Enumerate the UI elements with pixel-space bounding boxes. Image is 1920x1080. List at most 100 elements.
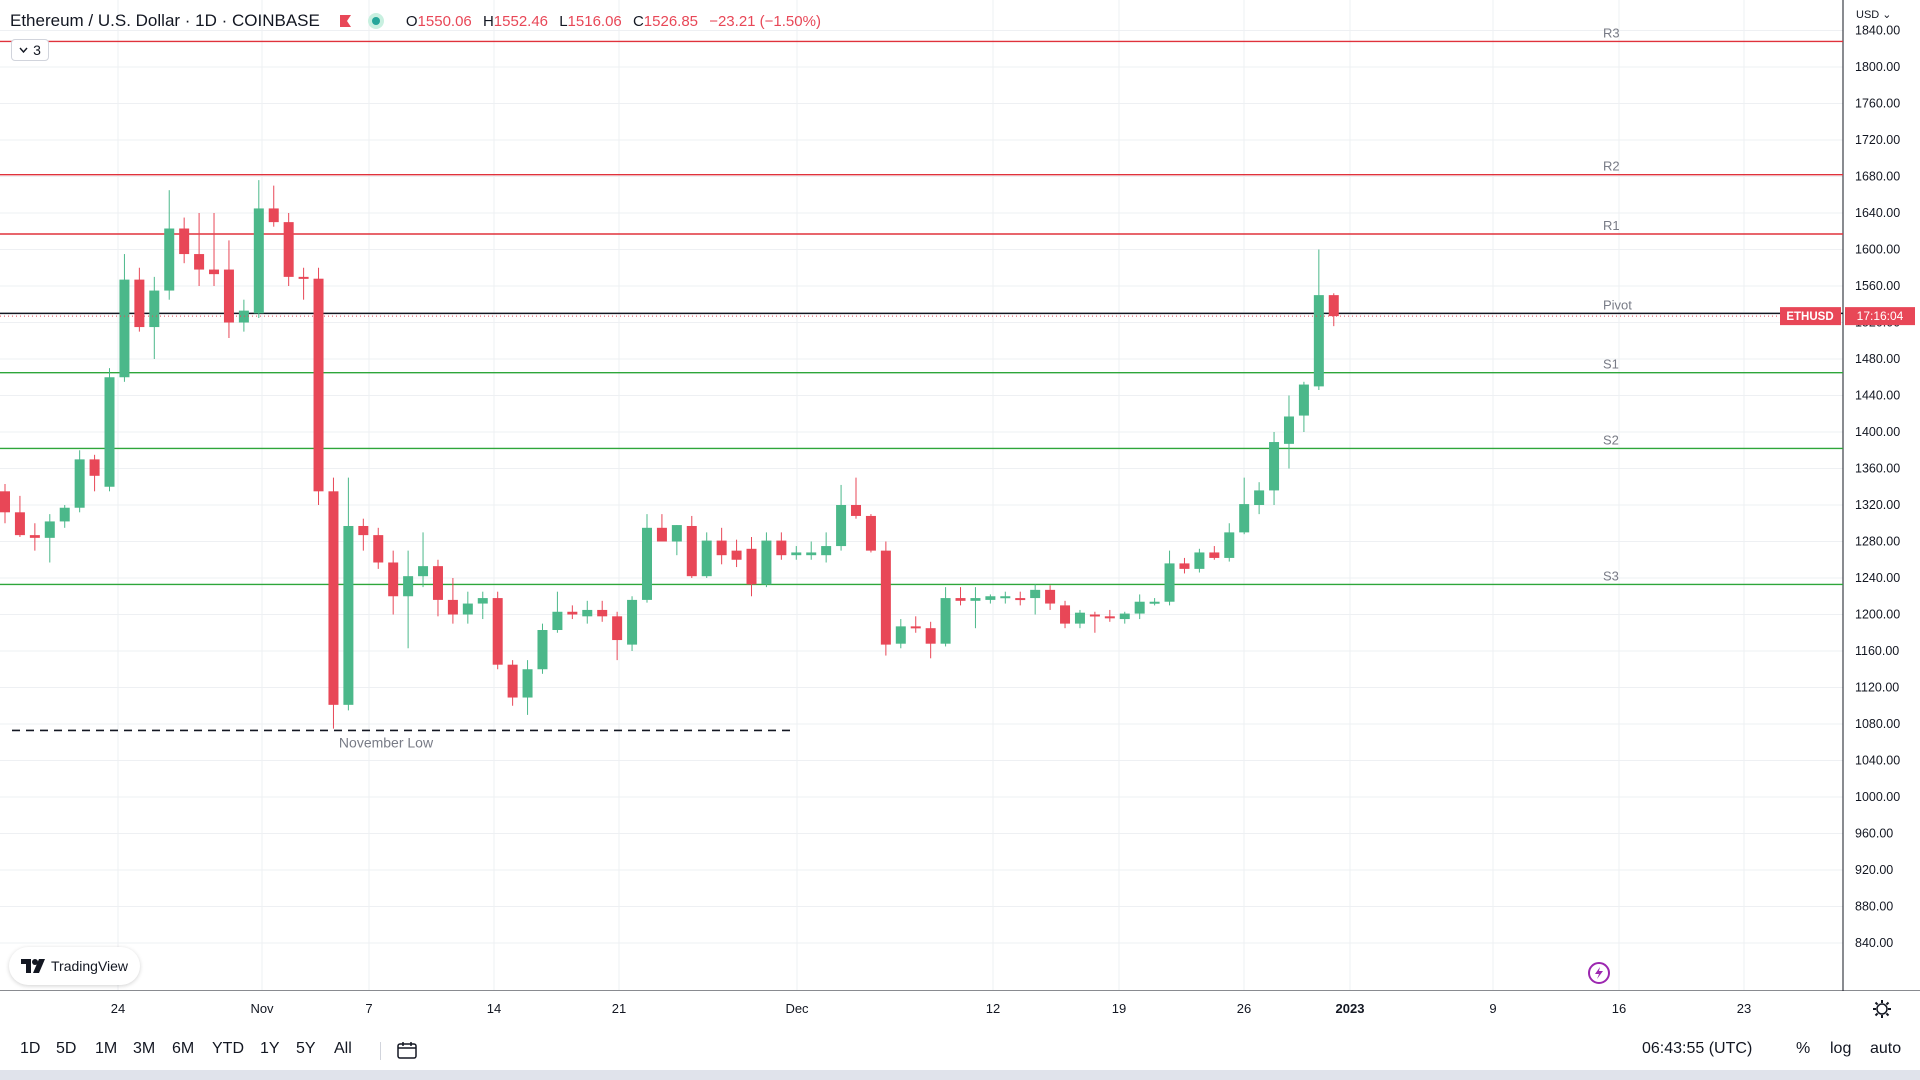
candle[interactable] (761, 532, 772, 588)
candle[interactable] (29, 523, 40, 551)
candle[interactable] (701, 532, 712, 578)
candle[interactable] (432, 559, 443, 617)
candle[interactable] (373, 527, 384, 569)
candle[interactable] (671, 525, 682, 556)
candle[interactable] (1000, 591, 1011, 604)
candle[interactable] (686, 515, 697, 578)
candle[interactable] (328, 477, 339, 729)
range-button-ytd[interactable]: YTD (212, 1040, 244, 1057)
candle[interactable] (1194, 548, 1205, 573)
candle[interactable] (1224, 523, 1235, 562)
candle[interactable] (492, 591, 503, 670)
percent-toggle[interactable]: % (1796, 1040, 1811, 1057)
candle[interactable] (806, 541, 817, 560)
candle[interactable] (955, 587, 966, 606)
candle[interactable] (447, 578, 458, 624)
candle[interactable] (104, 368, 115, 492)
candle[interactable] (1045, 585, 1056, 610)
candle[interactable] (1104, 609, 1115, 622)
range-button-all[interactable]: All (334, 1040, 352, 1057)
candle[interactable] (1298, 381, 1309, 432)
candle[interactable] (283, 213, 294, 286)
auto-toggle[interactable]: auto (1870, 1040, 1902, 1057)
candle[interactable] (656, 514, 667, 542)
candle[interactable] (776, 532, 787, 560)
candle[interactable] (238, 299, 249, 332)
candle[interactable] (1149, 598, 1160, 606)
candle[interactable] (567, 605, 578, 620)
candle[interactable] (507, 660, 518, 706)
candle[interactable] (462, 591, 473, 624)
candle[interactable] (1179, 557, 1190, 574)
candle[interactable] (1328, 293, 1339, 327)
candle[interactable] (74, 450, 85, 513)
candle[interactable] (358, 518, 369, 551)
candle[interactable] (865, 514, 876, 553)
candle[interactable] (925, 621, 936, 659)
candle[interactable] (418, 532, 429, 588)
candle[interactable] (388, 550, 399, 615)
range-button-3m[interactable]: 3M (133, 1040, 156, 1057)
candle[interactable] (1089, 611, 1100, 633)
range-button-1y[interactable]: 1Y (260, 1040, 280, 1057)
range-button-5d[interactable]: 5D (56, 1040, 77, 1057)
calendar-icon[interactable] (397, 1041, 417, 1059)
range-button-1m[interactable]: 1M (95, 1040, 118, 1057)
symbol-title[interactable]: Ethereum / U.S. Dollar · 1D · COINBASE (10, 11, 320, 30)
candle[interactable] (522, 660, 533, 715)
range-button-1d[interactable]: 1D (20, 1040, 41, 1057)
candle[interactable] (821, 532, 832, 563)
candle[interactable] (895, 619, 906, 649)
candle[interactable] (1119, 611, 1130, 624)
candle[interactable] (1239, 477, 1250, 535)
candle[interactable] (940, 587, 951, 647)
candle[interactable] (597, 600, 608, 622)
candle[interactable] (791, 546, 802, 560)
candle[interactable] (119, 254, 130, 382)
candle[interactable] (970, 587, 981, 629)
candle[interactable] (716, 527, 727, 565)
candle[interactable] (149, 276, 160, 359)
candle[interactable] (134, 267, 145, 332)
candle[interactable] (836, 484, 847, 551)
indicators-toggle-button[interactable]: 3 (11, 39, 49, 61)
candle[interactable] (1209, 546, 1220, 560)
candle[interactable] (0, 484, 10, 524)
candle[interactable] (746, 536, 757, 597)
candle[interactable] (209, 213, 220, 286)
gear-icon[interactable] (1872, 999, 1892, 1019)
flag-icon[interactable] (338, 14, 352, 28)
candle[interactable] (1030, 584, 1041, 615)
candle[interactable] (627, 596, 638, 651)
candle[interactable] (14, 495, 25, 537)
candle[interactable] (851, 477, 862, 519)
candle[interactable] (1074, 609, 1085, 629)
candle[interactable] (194, 213, 205, 286)
log-toggle[interactable]: log (1830, 1040, 1852, 1057)
candle[interactable] (1283, 395, 1294, 469)
range-button-6m[interactable]: 6M (172, 1040, 195, 1057)
candle[interactable] (985, 594, 996, 604)
candle[interactable] (44, 514, 55, 563)
lightning-icon[interactable] (1588, 962, 1610, 984)
candle[interactable] (1134, 594, 1145, 620)
candle[interactable] (164, 190, 175, 300)
candle[interactable] (1254, 482, 1265, 515)
candle[interactable] (582, 600, 593, 624)
candle[interactable] (1060, 600, 1071, 629)
tradingview-logo[interactable]: TradingView (9, 947, 141, 985)
candle[interactable] (612, 611, 623, 661)
candle[interactable] (552, 591, 563, 633)
candle[interactable] (1269, 432, 1280, 505)
candle[interactable] (731, 539, 742, 568)
candle[interactable] (253, 180, 264, 318)
utc-clock[interactable]: 06:43:55 (UTC) (1642, 1040, 1753, 1057)
currency-selector[interactable]: USD ⌄ (1856, 8, 1892, 21)
candle[interactable] (641, 514, 652, 603)
candle[interactable] (910, 616, 921, 633)
candle[interactable] (268, 185, 279, 227)
candle[interactable] (313, 267, 324, 505)
candle[interactable] (298, 267, 309, 300)
candle[interactable] (537, 623, 548, 674)
price-chart[interactable]: 840.00 880.00 920.00 960.00 1000.00 1040.00 10… (0, 0, 1920, 1030)
